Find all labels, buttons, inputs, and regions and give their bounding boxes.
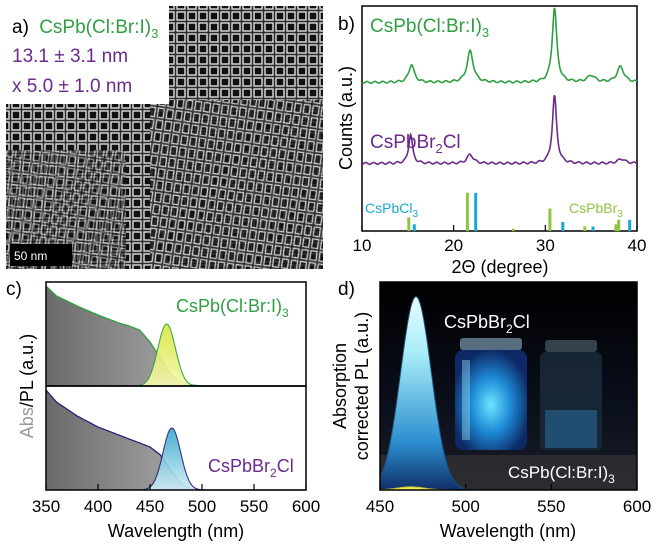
- vial-bright: [455, 338, 527, 450]
- panel-c-ticks: 350 400 450 500 550 600: [32, 484, 320, 516]
- panel-b-label-bot-main: CsPbBr: [370, 132, 436, 153]
- panel-d-label2-main: CsPb(Cl:Br:I): [508, 463, 608, 482]
- panel-d-ylabel-line2: corrected PL (a.u.): [352, 312, 372, 460]
- xrd-series-line-0: [361, 7, 638, 85]
- panel-b-ref2-main: CsPbBr: [569, 200, 618, 216]
- panel-a-compound: CsPb(Cl:Br:I): [39, 17, 151, 38]
- c-xtick-label-3: 500: [188, 497, 216, 516]
- panel-b-label-bot-tail: Cl: [443, 132, 461, 153]
- panel-b-frame: [361, 5, 638, 232]
- panel-a-size-line1: 13.1 ± 3.1 nm: [12, 46, 128, 67]
- panel-b-ticks: 10 20 30 40: [353, 225, 647, 255]
- xrd-reference-bar-0-4: [628, 219, 632, 232]
- panel-d-letter: d): [338, 279, 355, 300]
- panel-c-label-top-main: CsPb(Cl:Br:I): [176, 296, 282, 316]
- panel-c-label-top-sub: 3: [282, 306, 289, 320]
- c-xtick-label-4: 550: [240, 497, 268, 516]
- abs-area-top: [46, 286, 306, 386]
- panel-d-ticks: 450 500 550 600: [366, 484, 651, 516]
- panel-b-ref2-label: CsPbBr3: [569, 200, 623, 220]
- panel-b-xlabel: 2Θ (degree): [451, 257, 548, 277]
- xrd-reference-bar-0-0: [412, 224, 416, 232]
- panel-b-letter: b): [338, 14, 355, 35]
- tem-texture-region: [150, 100, 323, 269]
- xrd-reference-bar-1-1: [465, 192, 469, 232]
- panel-b-label-bot: CsPbBr2Cl: [370, 132, 461, 156]
- panel-c-label-top: CsPb(Cl:Br:I)3: [176, 296, 289, 320]
- panel-a-compound-sub: 3: [151, 26, 158, 41]
- panel-b-ref1-label: CsPbCl3: [365, 200, 418, 220]
- xrd-reference-bar-1-2: [511, 228, 515, 232]
- panel-c-ylabel-abs: Abs: [17, 407, 37, 438]
- panel-a-tem-image: a) CsPb(Cl:Br:I)3 13.1 ± 3.1 nm x 5.0 ± …: [6, 6, 323, 269]
- xrd-reference-bar-0-2: [561, 222, 565, 231]
- panel-c-ylabel: Abs/PL (a.u.): [17, 334, 37, 438]
- panel-d-frame: [379, 281, 638, 491]
- panel-c-bottom-frame: [45, 385, 307, 491]
- xrd-xtick-label-2: 30: [536, 236, 555, 255]
- abs-area-bottom: [46, 390, 306, 490]
- xrd-reference-bar-0-3: [591, 226, 595, 231]
- panel-d-label: CsPbBr2Cl: [444, 312, 530, 336]
- panel-a-label-box: [6, 6, 169, 104]
- xrd-xtick-label-1: 20: [444, 236, 463, 255]
- panel-b-xrd: b) 10 20 30 40 CsPb(Cl:Br:I)3 CsPbBr2Cl CsP…: [336, 5, 647, 277]
- c-xtick-label-1: 400: [84, 497, 112, 516]
- panel-b-references: [407, 192, 632, 232]
- panel-c-label-bot-sub: 2: [270, 466, 277, 480]
- c-xtick-label-5: 600: [292, 497, 320, 516]
- panel-d-label2-sub: 3: [608, 472, 615, 486]
- panel-a-size-line2: x 5.0 ± 1.0 nm: [12, 76, 132, 97]
- panel-b-label-top: CsPb(Cl:Br:I)3: [370, 16, 489, 40]
- xrd-xtick-label-3: 40: [628, 236, 647, 255]
- scale-bar-box: [10, 244, 72, 266]
- xrd-reference-bar-1-5: [614, 224, 618, 232]
- panel-b-ref1-main: CsPbCl: [365, 200, 412, 216]
- panel-b-label-top-main: CsPb(Cl:Br:I): [370, 16, 482, 37]
- panel-b-label-bot-sub: 2: [435, 141, 442, 156]
- xrd-reference-bar-1-3: [548, 208, 552, 231]
- panel-c-letter: c): [6, 279, 22, 300]
- d-xtick-label-0: 450: [366, 497, 394, 516]
- panel-a-letter: a): [12, 17, 29, 38]
- panel-d-label2: CsPb(Cl:Br:I)3: [508, 463, 615, 486]
- xrd-xtick-label-0: 10: [353, 236, 372, 255]
- panel-a-title: a) CsPb(Cl:Br:I)3: [12, 17, 158, 41]
- panel-c-abs-pl: c) 350 400 450 500 550 600 CsPb(Cl:Br:I)3 CsP…: [6, 279, 320, 541]
- scale-bar-label: 50 nm: [14, 249, 47, 263]
- xrd-reference-bar-0-1: [474, 192, 478, 232]
- panel-d-ylabel-line1: Absorption: [330, 343, 350, 429]
- panel-d-label-main: CsPbBr: [444, 312, 506, 332]
- vial-dim: [540, 340, 602, 450]
- panel-c-label-bot-main: CsPbBr: [208, 456, 270, 476]
- panel-c-ylabel-pl: /PL (a.u.): [17, 334, 37, 407]
- panel-c-label-bot: CsPbBr2Cl: [208, 456, 294, 480]
- panel-b-label-top-sub: 3: [482, 25, 489, 40]
- panel-b-ref1-sub: 3: [412, 209, 418, 220]
- d-xtick-label-1: 500: [451, 497, 479, 516]
- panel-b-ylabel: Counts (a.u.): [336, 66, 356, 170]
- c-xtick-label-2: 450: [136, 497, 164, 516]
- panel-d-photo-pl: d) 450 500 550 600 CsPbBr2Cl CsPb(Cl:Br:I)3…: [330, 279, 651, 541]
- xrd-reference-bar-1-0: [407, 217, 411, 231]
- panel-b-ref2-sub: 3: [617, 209, 623, 220]
- xrd-reference-bar-1-4: [583, 226, 587, 231]
- d-xtick-label-3: 600: [623, 497, 651, 516]
- panel-d-label-tail: Cl: [513, 312, 530, 332]
- c-xtick-label-0: 350: [32, 497, 60, 516]
- panel-d-label-sub: 2: [506, 322, 513, 336]
- panel-b-series: [361, 7, 638, 166]
- panel-d-xlabel: Wavelength (nm): [440, 521, 576, 541]
- panel-c-xlabel: Wavelength (nm): [108, 521, 244, 541]
- panel-c-label-bot-tail: Cl: [277, 456, 294, 476]
- xrd-reference-bar-1-6: [617, 219, 621, 232]
- xrd-series-line-1: [361, 94, 638, 166]
- d-xtick-label-2: 550: [537, 497, 565, 516]
